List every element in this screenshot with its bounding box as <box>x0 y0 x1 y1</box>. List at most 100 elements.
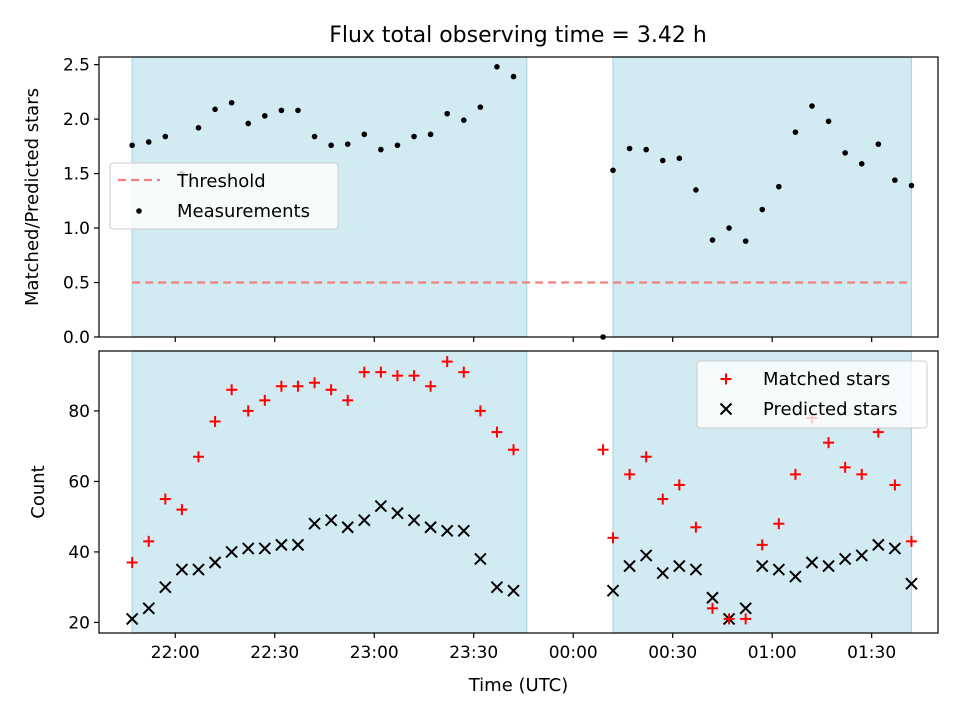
matched-star-point <box>292 380 304 392</box>
predicted-star-point <box>457 524 470 537</box>
y-tick-label: 0.5 <box>63 274 90 294</box>
measurement-point <box>378 146 384 153</box>
measurement-point <box>245 120 252 127</box>
predicted-star-point <box>490 580 504 594</box>
measurement-point <box>659 157 666 164</box>
matched-star-point <box>441 356 453 368</box>
measurement-point <box>477 104 484 110</box>
matched-star-point <box>508 444 520 456</box>
measurement-point <box>759 206 766 213</box>
legend-box-bottom <box>696 360 928 429</box>
predicted-star-point <box>407 513 421 527</box>
y-tick-label: 60 <box>68 472 90 492</box>
matched-star-point <box>342 394 354 406</box>
predicted-star-point <box>142 602 155 615</box>
y-tick-label: 1.0 <box>63 219 90 239</box>
legend-label-predicted: Predicted stars <box>763 399 897 420</box>
measurement-point <box>444 110 451 117</box>
legend-bottom: Matched stars Predicted stars <box>696 360 928 429</box>
predicted-star-point <box>391 506 404 520</box>
matched-star-point <box>597 444 609 456</box>
x-tick-label: 22:30 <box>250 643 299 663</box>
matched-star-point <box>375 366 387 378</box>
measurement-point <box>129 142 135 149</box>
count-panel: 20 40 60 80 22:00 22:30 23:00 23:30 00:00 00:30 0… <box>28 350 939 696</box>
matched-star-point <box>408 370 420 382</box>
plot-frame-top <box>98 56 939 338</box>
matched-star-point <box>391 370 403 382</box>
predicted-star-point <box>258 542 272 555</box>
matched-star-point <box>706 602 718 614</box>
matched-star-point <box>889 479 901 491</box>
legend-box-top <box>109 162 339 230</box>
matched-star-point <box>275 380 287 392</box>
predicted-star-point <box>507 584 520 597</box>
legend-x-marker <box>719 402 733 416</box>
matched-star-point <box>756 539 768 551</box>
y-tick-label: 40 <box>68 543 90 563</box>
predicted-star-point <box>159 580 172 594</box>
predicted-star-point <box>623 559 636 573</box>
matched-star-point <box>242 405 254 417</box>
predicted-star-point <box>905 577 918 590</box>
matched-star-point <box>657 493 669 505</box>
predicted-star-point <box>872 538 885 552</box>
matched-star-point <box>176 504 188 516</box>
measurement-point <box>361 131 368 138</box>
matched-star-point <box>839 461 851 473</box>
measurement-point <box>228 99 235 106</box>
measurement-point <box>626 145 633 152</box>
predicted-star-point <box>291 538 305 552</box>
predicted-star-point <box>656 566 669 580</box>
predicted-star-point <box>192 563 205 576</box>
predicted-star-point <box>358 513 371 527</box>
matched-star-point <box>789 468 801 480</box>
measurement-point <box>776 183 782 190</box>
y-tick-label: 0.0 <box>63 328 90 348</box>
measurement-point <box>858 160 865 167</box>
matched-star-point <box>823 437 835 449</box>
y-tick-label: 80 <box>68 402 90 422</box>
legend-predicted-swatch <box>719 402 733 416</box>
predicted-star-points <box>125 499 918 626</box>
predicted-star-point <box>474 552 487 566</box>
measurement-point <box>295 107 301 114</box>
predicted-star-point <box>689 563 703 576</box>
x-tick-label: 23:00 <box>350 643 399 663</box>
x-tick-label: 22:00 <box>151 643 200 663</box>
matched-star-point <box>624 468 636 480</box>
predicted-star-point <box>772 563 786 576</box>
matched-star-point <box>192 451 204 463</box>
measurement-point <box>825 118 832 125</box>
measurement-point <box>610 167 616 174</box>
matched-star-point <box>905 535 917 547</box>
x-axis-label: Time (UTC) <box>468 675 569 696</box>
matched-star-point <box>325 384 337 396</box>
legend-plus-marker <box>720 373 732 385</box>
predicted-star-point <box>242 542 255 555</box>
observing-band-1 <box>612 56 913 338</box>
legend-label-threshold: Threshold <box>176 171 266 192</box>
predicted-star-point <box>706 591 719 604</box>
x-tick-label: 23:30 <box>449 643 498 663</box>
legend-matched-swatch <box>720 373 732 385</box>
predicted-star-point <box>606 584 620 597</box>
measurement-point <box>427 131 434 138</box>
predicted-star-point <box>308 517 321 530</box>
predicted-star-point <box>324 513 338 527</box>
matched-star-point <box>226 384 238 396</box>
measurement-point <box>145 139 152 145</box>
measurement-point <box>494 64 500 70</box>
predicted-star-point <box>275 538 288 552</box>
predicted-star-point <box>673 559 686 573</box>
matched-star-point <box>690 521 702 533</box>
predicted-star-point <box>225 545 238 559</box>
legend-measurements-swatch <box>136 208 142 214</box>
legend-label-matched: Matched stars <box>763 369 890 390</box>
measurement-point <box>676 155 683 162</box>
predicted-star-point <box>822 559 835 573</box>
matched-star-point <box>856 468 868 480</box>
y-axis-ticks-top: 0.0 0.5 1.0 1.5 2.0 2.5 <box>63 56 99 348</box>
predicted-star-point <box>175 563 189 576</box>
measurement-point <box>510 73 517 80</box>
